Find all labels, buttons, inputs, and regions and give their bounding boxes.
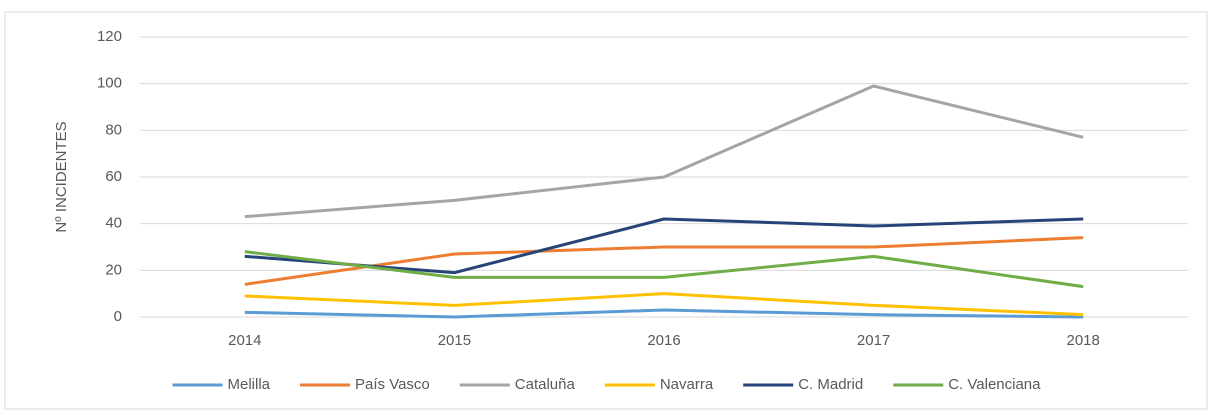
series-line [244,250,1084,289]
x-tick-label: 2016 [647,332,680,349]
y-tick-label: 60 [105,168,122,185]
legend-label: C. Madrid [798,376,863,393]
x-tick-label: 2014 [228,332,261,349]
y-tick-label: 120 [97,28,122,45]
x-tick-label: 2017 [857,332,890,349]
y-tick-label: 40 [105,215,122,232]
legend-label: País Vasco [355,376,430,393]
y-tick-label: 100 [97,75,122,92]
y-tick-label: 80 [105,121,122,138]
legend-label: Melilla [228,376,271,393]
series-line [244,292,1084,317]
legend-label: C. Valenciana [948,376,1041,393]
legend-label: Navarra [660,376,714,393]
x-tick-label: 2018 [1067,332,1100,349]
y-tick-label: 0 [114,308,122,325]
legend-label: Cataluña [515,376,576,393]
series-line [244,217,1084,275]
series-line [244,84,1084,219]
series-line [244,236,1084,286]
x-tick-label: 2015 [438,332,471,349]
y-axis-label: Nº INCIDENTES [53,121,70,232]
chart-border [4,11,1208,410]
series-line [244,308,1084,319]
y-tick-label: 20 [105,261,122,278]
